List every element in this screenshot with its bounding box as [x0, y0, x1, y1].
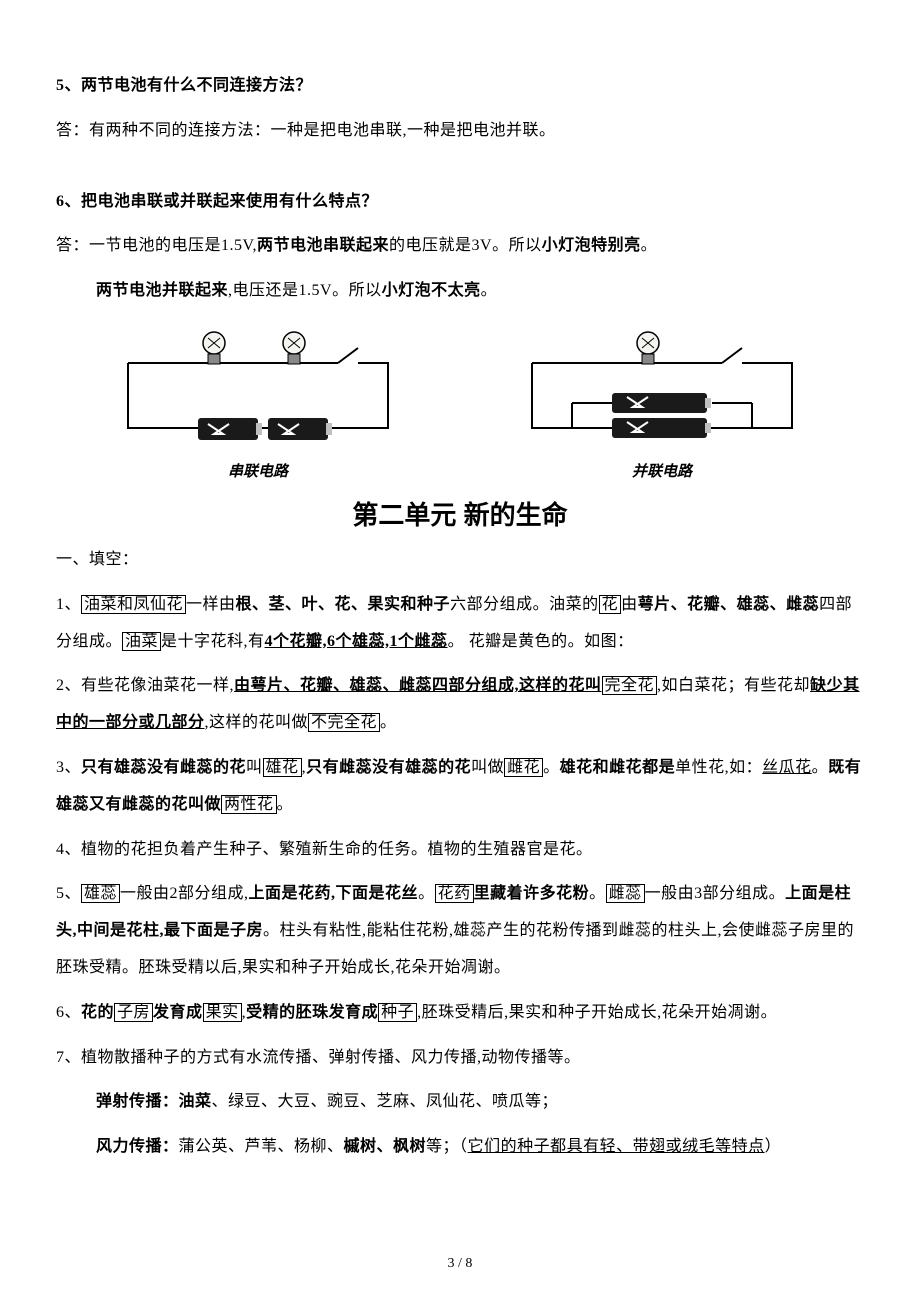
- series-circuit-diagram: [108, 318, 408, 458]
- page-number: 3 / 8: [0, 1256, 920, 1272]
- item-7: 7、植物散播种子的方式有水流传播、弹射传播、风力传播,动物传播等。: [56, 1040, 864, 1077]
- q5-answer: 答：有两种不同的连接方法：一种是把电池串联,一种是把电池并联。: [56, 113, 864, 150]
- item-3: 3、只有雄蕊没有雌蕊的花叫雄花,只有雌蕊没有雄蕊的花叫做雌花。雄花和雌花都是单性…: [56, 750, 864, 824]
- q5-title: 5、两节电池有什么不同连接方法？: [56, 68, 864, 105]
- item-7b: 风力传播：蒲公英、芦苇、杨柳、槭树、枫树等；（它们的种子都具有轻、带翅或绒毛等特…: [56, 1129, 864, 1166]
- item-7a: 弹射传播：油菜、绿豆、大豆、豌豆、芝麻、凤仙花、喷瓜等；: [56, 1084, 864, 1121]
- item-1: 1、油菜和凤仙花一样由根、茎、叶、花、果实和种子六部分组成。油菜的花由萼片、花瓣…: [56, 587, 864, 661]
- parallel-caption: 并联电路: [512, 460, 812, 481]
- item-4: 4、植物的花担负着产生种子、繁殖新生命的任务。植物的生殖器官是花。: [56, 832, 864, 869]
- circuit-figures: 串联电路: [56, 318, 864, 481]
- unit2-title: 第二单元 新的生命: [56, 495, 864, 532]
- q6-answer-1: 答：一节电池的电压是1.5V,两节电池串联起来的电压就是3V。所以小灯泡特别亮。: [56, 228, 864, 265]
- fill-title: 一、填空：: [56, 542, 864, 579]
- q6-answer-2: 两节电池并联起来,电压还是1.5V。所以小灯泡不太亮。: [56, 273, 864, 310]
- series-caption: 串联电路: [108, 460, 408, 481]
- item-5: 5、雄蕊一般由2部分组成,上面是花药,下面是花丝。花药里藏着许多花粉。雌蕊一般由…: [56, 876, 864, 986]
- item-6: 6、花的子房发育成果实,受精的胚珠发育成种子,胚珠受精后,果实和种子开始成长,花…: [56, 995, 864, 1032]
- item-2: 2、有些花像油菜花一样,由萼片、花瓣、雄蕊、雌蕊四部分组成,这样的花叫完全花,如…: [56, 668, 864, 742]
- q6-title: 6、把电池串联或并联起来使用有什么特点？: [56, 184, 864, 221]
- parallel-circuit-diagram: [512, 318, 812, 458]
